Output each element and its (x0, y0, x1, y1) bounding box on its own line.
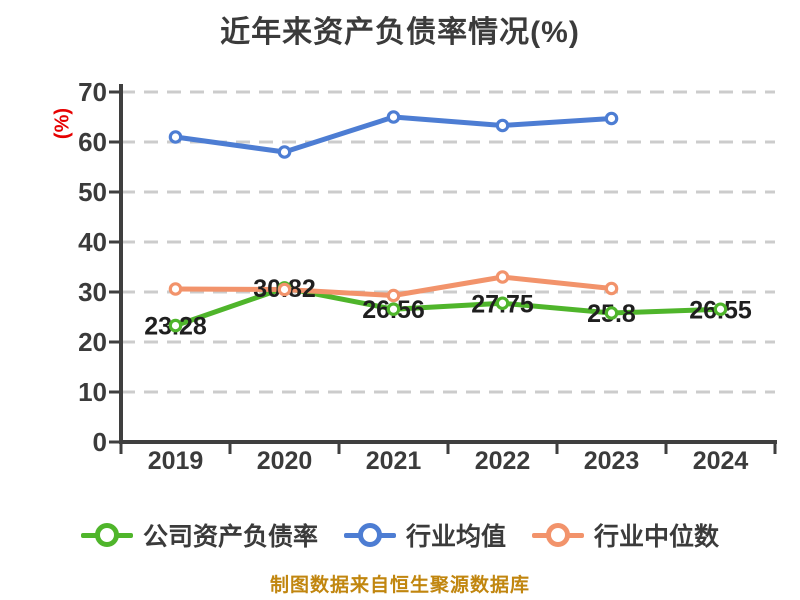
data-point-marker-industry-median (386, 288, 401, 303)
data-point-marker-company-debt-ratio (713, 302, 728, 317)
x-tick-label: 2024 (693, 447, 749, 475)
legend-marker-icon (94, 523, 119, 547)
data-point-marker-industry-median (277, 282, 292, 297)
data-point-marker-industry-median (168, 282, 183, 296)
data-point-marker-company-debt-ratio (495, 296, 510, 311)
data-source-note: 制图数据来自恒生聚源数据库 (269, 575, 530, 596)
data-point-marker-company-debt-ratio (168, 318, 183, 333)
legend-label: 行业均值 (405, 523, 506, 551)
data-point-marker-company-debt-ratio (386, 302, 401, 316)
x-tick-label: 2022 (475, 447, 531, 475)
series-line-company-debt-ratio (173, 285, 723, 329)
data-point-marker-industry-median (495, 270, 510, 284)
legend-item-industry-mean: 行业均值 (343, 517, 506, 553)
y-tick-label: 30 (78, 277, 107, 307)
y-tick-label: 10 (78, 377, 107, 407)
data-point-marker-industry-median (604, 281, 619, 296)
x-tick-label: 2019 (148, 447, 204, 475)
x-tick-label: 2021 (366, 447, 422, 475)
data-point-marker-industry-mean (277, 145, 292, 159)
data-point-marker-company-debt-ratio (604, 306, 619, 320)
x-tick-label: 2020 (257, 447, 313, 475)
y-tick-label: 20 (78, 327, 107, 357)
chart-title: 近年来资产负债率情况(%) (220, 16, 580, 49)
legend-line-swatch (80, 523, 133, 547)
legend-label: 公司资产负债率 (142, 523, 318, 551)
legend-marker-icon (357, 523, 382, 547)
data-point-marker-industry-mean (168, 130, 183, 144)
legend-item-industry-median: 行业中位数 (532, 517, 719, 553)
y-tick-label: 60 (78, 127, 107, 157)
y-tick-label: 40 (78, 227, 107, 257)
x-tick-label: 2023 (584, 447, 640, 475)
y-tick-label: 0 (93, 427, 107, 457)
y-tick-label: 50 (78, 177, 107, 207)
data-point-marker-industry-mean (386, 110, 401, 124)
legend-line-swatch (532, 523, 584, 547)
legend-line-swatch (343, 523, 396, 547)
y-tick-label: 70 (78, 77, 107, 107)
legend-marker-icon (546, 523, 570, 547)
data-point-marker-industry-mean (604, 111, 619, 126)
legend-label: 行业中位数 (594, 523, 720, 551)
legend-item-company-debt-ratio: 公司资产负债率 (80, 517, 318, 553)
chart-legend: 公司资产负债率 行业均值 行业中位数 (0, 517, 800, 553)
data-point-marker-industry-mean (495, 118, 510, 133)
